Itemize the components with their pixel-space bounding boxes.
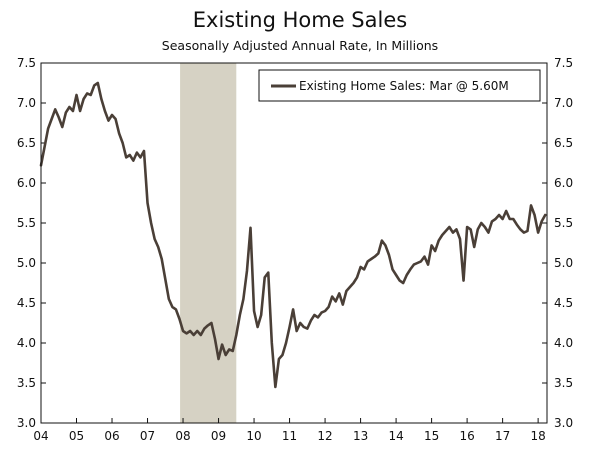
x-tick-label: 07 <box>140 429 155 443</box>
plot-frame <box>40 62 548 424</box>
y-tick-label-right: 6.0 <box>554 176 573 190</box>
y-tick-label-right: 7.0 <box>554 96 573 110</box>
y-tick-label-left: 4.0 <box>17 336 36 350</box>
x-tick-label: 08 <box>175 429 190 443</box>
y-tick-label-right: 4.0 <box>554 336 573 350</box>
series-line-existing-home-sales <box>39 81 547 389</box>
legend-label: Existing Home Sales: Mar @ 5.60M <box>299 79 509 93</box>
x-tick-label: 06 <box>104 429 119 443</box>
y-tick-label-left: 5.0 <box>17 256 36 270</box>
y-tick-label-left: 6.5 <box>17 136 36 150</box>
y-tick-label-left: 4.5 <box>17 296 36 310</box>
legend-box <box>258 69 541 102</box>
y-tick-label-left: 7.0 <box>17 96 36 110</box>
x-tick-label: 15 <box>424 429 439 443</box>
x-tick-label: 12 <box>317 429 332 443</box>
y-tick-label-left: 6.0 <box>17 176 36 190</box>
y-tick-label-right: 4.5 <box>554 296 573 310</box>
chart-title: Existing Home Sales <box>192 8 408 32</box>
y-tick-label-left: 3.5 <box>17 376 36 390</box>
x-tick-label: 11 <box>282 429 297 443</box>
y-tick-label-left: 7.5 <box>17 56 36 70</box>
y-tick-label-right: 3.5 <box>554 376 573 390</box>
x-tick-label: 13 <box>353 429 368 443</box>
x-tick-label: 10 <box>246 429 261 443</box>
x-tick-label: 16 <box>459 429 474 443</box>
y-tick-label-left: 3.0 <box>17 416 36 430</box>
y-tick-label-right: 3.0 <box>554 416 573 430</box>
x-tick-label: 18 <box>530 429 545 443</box>
y-tick-label-right: 5.0 <box>554 256 573 270</box>
legend: Existing Home Sales: Mar @ 5.60M <box>258 69 541 102</box>
y-tick-label-right: 5.5 <box>554 216 573 230</box>
y-tick-label-left: 5.5 <box>17 216 36 230</box>
y-tick-label-right: 7.5 <box>554 56 573 70</box>
chart-subtitle: Seasonally Adjusted Annual Rate, In Mill… <box>161 38 439 53</box>
x-tick-label: 09 <box>211 429 226 443</box>
x-tick-label: 17 <box>495 429 510 443</box>
x-tick-label: 04 <box>33 429 48 443</box>
x-tick-label: 05 <box>69 429 84 443</box>
recession-band <box>180 63 237 423</box>
y-tick-label-right: 6.5 <box>554 136 573 150</box>
x-tick-label: 14 <box>388 429 403 443</box>
